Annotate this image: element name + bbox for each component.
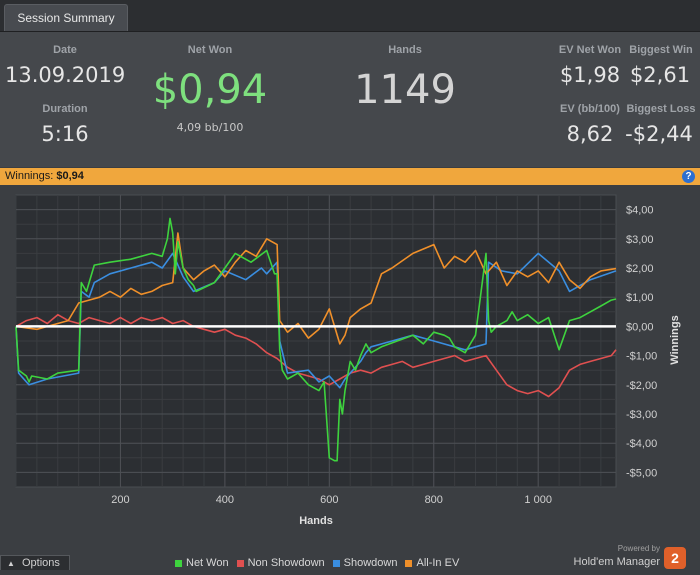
hands-label: Hands (388, 44, 422, 56)
legend-swatch (405, 559, 413, 567)
y-tick-label: $3,00 (626, 234, 654, 246)
y-tick-label: $2,00 (626, 263, 654, 275)
winnings-chart-area: 200 400 600 800 1 000 $4,00 $3,00 $2,00 $1,00 $0… (0, 186, 700, 570)
legend-label: Net Won (186, 557, 229, 569)
series-line-non-showdown (15, 313, 617, 398)
legend-swatch (332, 559, 340, 567)
legend-label: Showdown (343, 557, 398, 569)
tab-bar: Session Summary (0, 0, 700, 32)
y-tick-label: $0,00 (626, 321, 654, 333)
legend-swatch (236, 559, 244, 567)
biggest-loss-label: Biggest Loss (626, 103, 696, 115)
help-icon[interactable]: ? (682, 170, 695, 183)
session-summary-panel: Date 13.09.2019 Duration 5:16 Net Won $0… (0, 32, 700, 167)
series-line-showdown (15, 252, 617, 389)
x-tick-label: 200 (111, 494, 129, 506)
winnings-bar: Winnings: $0,94 ? (0, 168, 700, 185)
winnings-chart: 200 400 600 800 1 000 $4,00 $3,00 $2,00 $1,00 $0… (15, 194, 681, 527)
y-tick-label: -$5,00 (626, 467, 657, 479)
legend-swatch (175, 559, 182, 567)
y-axis-title: Winnings (669, 315, 681, 364)
duration-value: 5:16 (41, 122, 89, 146)
y-tick-label: -$1,00 (626, 351, 657, 363)
ev-net-won-label: EV Net Won (558, 44, 622, 56)
hands-value: 1149 (354, 67, 456, 113)
y-tick-label: -$3,00 (626, 409, 657, 421)
biggest-win-label: Biggest Win (629, 44, 693, 56)
major-grid (16, 195, 616, 487)
chevron-up-icon: ▲ (7, 559, 15, 568)
y-axis-ticks: $4,00 $3,00 $2,00 $1,00 $0,00 -$1,00 -$2,00 -$3… (626, 205, 657, 480)
biggest-loss-value: -$2,44 (625, 122, 693, 146)
legend-item[interactable]: Showdown (332, 557, 398, 569)
y-tick-label: $1,00 (626, 292, 654, 304)
legend-item[interactable]: Net Won (175, 557, 229, 569)
legend-label: All-In EV (416, 557, 460, 569)
net-won-label: Net Won (187, 44, 233, 56)
duration-label: Duration (42, 103, 88, 115)
series-layer (15, 217, 617, 462)
ev-bb100-label: EV (bb/100) (560, 103, 620, 115)
x-tick-label: 1 000 (524, 494, 552, 506)
x-tick-label: 800 (425, 494, 443, 506)
x-tick-label: 400 (216, 494, 234, 506)
date-label: Date (53, 44, 77, 56)
legend-label: Non Showdown (247, 557, 325, 569)
legend-item[interactable]: All-In EV (405, 557, 459, 569)
ev-net-won-value: $1,98 (559, 63, 621, 87)
hm2-logo-icon: 2 (664, 547, 686, 569)
y-tick-label: -$2,00 (626, 380, 657, 392)
net-won-value: $0,94 (152, 67, 268, 113)
winnings-label: Winnings: (5, 170, 54, 182)
options-label: Options (21, 557, 60, 569)
x-axis-title: Hands (299, 515, 333, 527)
y-tick-label: $4,00 (626, 205, 654, 217)
brand-name: Hold'em Manager (573, 556, 660, 568)
ev-bb100-value: 8,62 (566, 122, 614, 146)
x-tick-label: 600 (320, 494, 338, 506)
legend-item[interactable]: Non Showdown (236, 557, 325, 569)
x-axis-ticks: 200 400 600 800 1 000 (111, 494, 552, 506)
options-button[interactable]: ▲ Options (0, 555, 70, 570)
powered-by-text: Powered by (617, 544, 660, 553)
tab-session-summary[interactable]: Session Summary (4, 4, 128, 31)
winnings-value: $0,94 (56, 170, 84, 182)
biggest-win-value: $2,61 (629, 63, 691, 87)
series-line-net-won (15, 217, 617, 462)
net-won-bb100: 4,09 bb/100 (176, 121, 244, 134)
date-value: 13.09.2019 (5, 63, 126, 87)
series-line-all-in-ev (15, 232, 617, 345)
y-tick-label: -$4,00 (626, 438, 657, 450)
chart-legend: Net Won Non Showdown Showdown All-In EV (175, 557, 459, 569)
